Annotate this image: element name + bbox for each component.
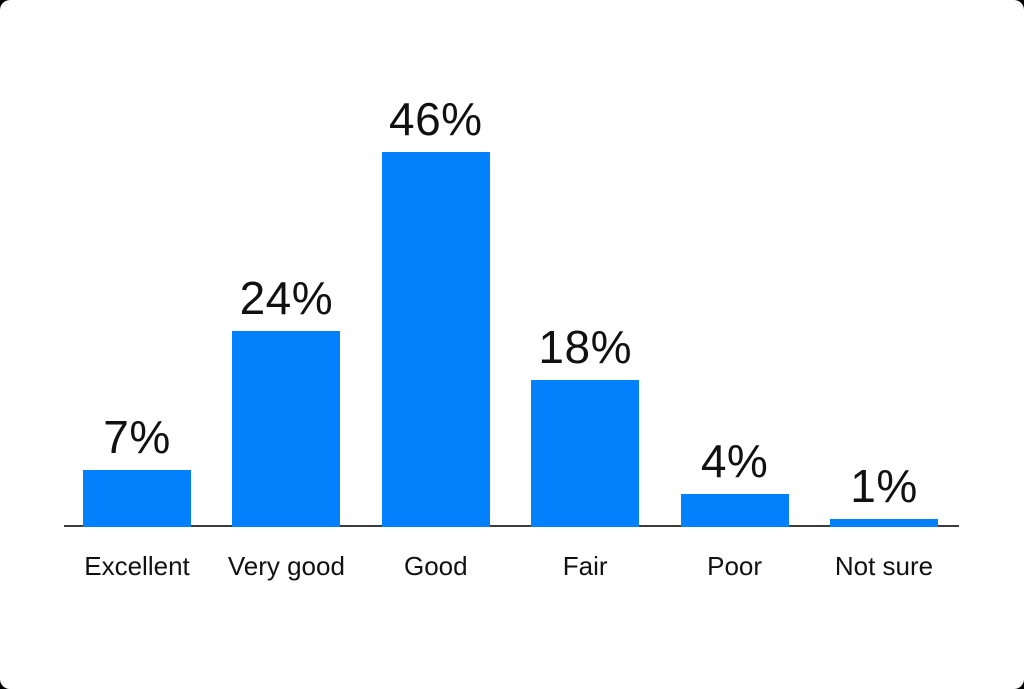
bar-value-label-poor: 4% [700,435,769,487]
category-label-good: Good [403,551,468,581]
bar-poor [680,494,789,527]
bar-excellent [83,470,191,527]
bar-value-label-good: 46% [389,93,483,145]
bar-not-sure [830,519,938,527]
category-label-excellent: Excellent [84,551,190,581]
bar-fair [531,380,640,527]
bar-value-label-not-sure: 1% [850,460,918,512]
bar-value-label-fair: 18% [538,321,632,373]
x-axis-line [64,525,959,527]
bar-value-label-very-good: 24% [239,272,334,324]
category-label-poor: Poor [707,551,763,581]
bar-good [381,152,490,527]
category-label-not-sure: Not sure [834,551,934,581]
category-label-fair: Fair [562,551,608,581]
category-label-very-good: Very good [227,551,345,581]
bar-very-good [232,331,341,527]
bar-value-label-excellent: 7% [103,411,171,463]
